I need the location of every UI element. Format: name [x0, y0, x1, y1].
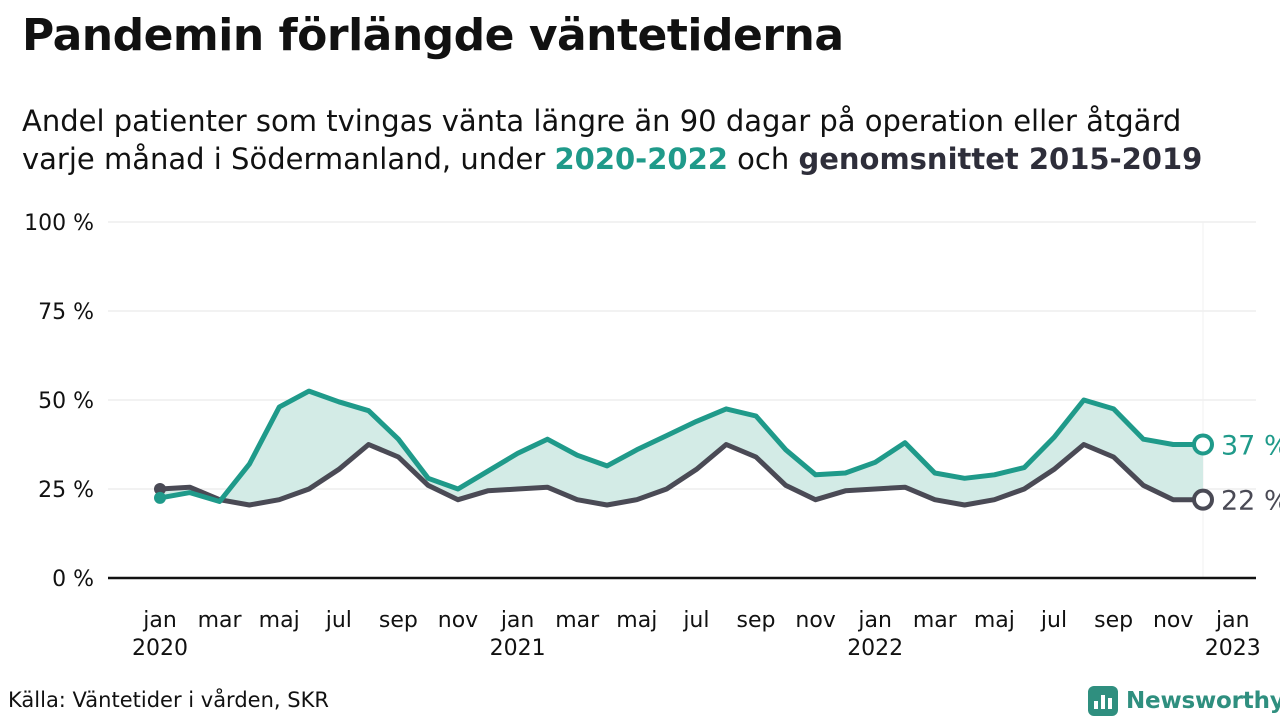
series-start-point [154, 483, 166, 495]
series-lines [154, 388, 1206, 508]
x-tick-label: mar [198, 608, 243, 633]
subtitle-connector: och [727, 142, 799, 176]
subtitle-series-current: 2020-2022 [554, 142, 728, 176]
x-tick-label: mar [555, 608, 600, 633]
series-line [157, 388, 1206, 504]
x-tick-label: jan [142, 608, 177, 633]
end-value-label: 37 % [1221, 431, 1280, 462]
end-value-label: 22 % [1221, 486, 1280, 517]
chart-title: Pandemin förlängde väntetiderna [22, 10, 844, 61]
x-tick-label: maj [974, 608, 1015, 633]
series-start-point [154, 491, 166, 504]
y-tick-label: 25 % [38, 478, 94, 503]
x-tick-label: jan [857, 608, 892, 633]
x-tick-label: jul [682, 608, 709, 633]
end-markers: 37 % 22 % [1192, 431, 1280, 517]
end-point [1192, 488, 1214, 511]
x-tick-label: sep [379, 608, 418, 633]
subtitle-line-1: Andel patienter som tvingas vänta längre… [22, 104, 1182, 138]
y-tick-label: 0 % [52, 567, 94, 592]
subtitle-series-average: genomsnittet 2015-2019 [798, 142, 1203, 176]
y-tick-label: 75 % [38, 300, 94, 325]
x-tick-label: jan [1215, 608, 1250, 633]
brand-name: Newsworthy [1126, 688, 1280, 714]
year-label: 2023 [1205, 636, 1261, 661]
year-label: 2021 [490, 636, 546, 661]
newsworthy-logo-icon [1088, 686, 1118, 716]
x-tick-label: nov [438, 608, 478, 633]
subtitle-text: varje månad i Södermanland, under [22, 142, 555, 176]
x-tick-label: maj [616, 608, 657, 633]
source-note: Källa: Väntetider i vården, SKR [8, 688, 329, 712]
year-label: 2020 [132, 636, 188, 661]
brand: Newsworthy [1088, 684, 1280, 718]
x-tick-label: mar [913, 608, 958, 633]
series-line [157, 442, 1206, 508]
y-tick-label: 50 % [38, 389, 94, 414]
x-tick-label: jan [500, 608, 535, 633]
x-tick-label: nov [1153, 608, 1193, 633]
subtitle-line-2: varje månad i Södermanland, under 2020-2… [22, 140, 1280, 178]
year-label: 2022 [847, 636, 903, 661]
end-point [1192, 433, 1214, 456]
x-axis: jan mar maj jul sep nov jan mar maj jul sep nov jan m… [108, 576, 1261, 661]
x-tick-label: sep [737, 608, 776, 633]
y-axis: 0 % 25 % 50 % 75 % 100 % [24, 211, 94, 592]
x-tick-label: jul [1040, 608, 1067, 633]
x-tick-label: sep [1094, 608, 1133, 633]
x-tick-label: maj [259, 608, 300, 633]
x-tick-label: jul [325, 608, 352, 633]
y-tick-label: 100 % [24, 211, 94, 236]
x-tick-label: nov [795, 608, 835, 633]
chart-subtitle: Andel patienter som tvingas vänta längre… [22, 102, 1280, 178]
